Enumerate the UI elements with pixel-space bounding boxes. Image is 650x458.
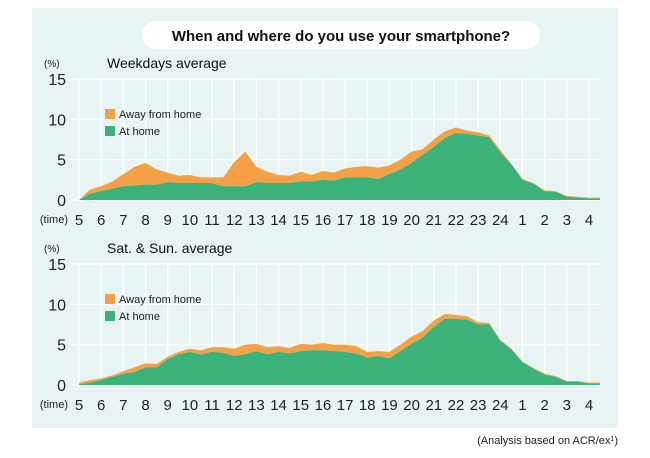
legend-label-away: Away from home: [119, 294, 201, 306]
y-axis-unit: (%): [44, 244, 60, 255]
x-tick-label: 14: [270, 397, 287, 414]
legend-swatch-away: [105, 109, 115, 119]
y-tick-label: 5: [57, 153, 66, 170]
x-tick-label: 10: [182, 397, 199, 414]
x-tick-label: 6: [97, 397, 105, 414]
y-tick-label: 10: [48, 297, 66, 314]
x-tick-label: 11: [204, 397, 220, 414]
x-tick-label: 12: [226, 212, 243, 229]
x-tick-label: 24: [492, 397, 509, 414]
area-at-home: [79, 318, 601, 385]
x-tick-label: 18: [359, 212, 376, 229]
area-away-from-home: [79, 127, 601, 200]
x-tick-label: 6: [97, 212, 105, 229]
x-tick-label: 7: [119, 397, 127, 414]
x-tick-label: 21: [425, 397, 442, 414]
x-tick-label: 9: [164, 212, 172, 229]
x-tick-label: 12: [226, 397, 243, 414]
x-tick-label: 19: [381, 397, 398, 414]
x-tick-label: 13: [248, 397, 265, 414]
x-tick-label: 8: [141, 397, 149, 414]
subchart-title: Sat. & Sun. average: [107, 240, 233, 256]
x-tick-label: 18: [359, 397, 376, 414]
y-tick-label: 15: [48, 257, 66, 274]
y-tick-label: 0: [57, 193, 66, 210]
legend-label-home: At home: [119, 126, 160, 138]
x-tick-label: 22: [448, 397, 465, 414]
x-tick-label: 13: [248, 212, 265, 229]
chart-title: When and where do you use your smartphon…: [172, 28, 510, 45]
y-axis-unit: (%): [44, 59, 60, 70]
x-tick-label: 4: [585, 212, 593, 229]
footnote: (Analysis based on ACR/ex1): [477, 435, 618, 447]
x-tick-label: 5: [75, 212, 83, 229]
x-tick-label: 5: [75, 397, 83, 414]
area-at-home: [79, 133, 601, 200]
subchart-title: Weekdays average: [107, 55, 227, 71]
y-tick-label: 5: [57, 338, 66, 355]
x-tick-label: 3: [563, 397, 571, 414]
legend-swatch-home: [105, 311, 115, 321]
legend-label-away: Away from home: [119, 109, 201, 121]
x-tick-label: 24: [492, 212, 509, 229]
x-tick-label: 3: [563, 212, 571, 229]
x-tick-label: 2: [540, 212, 548, 229]
x-tick-label: 10: [182, 212, 199, 229]
x-tick-label: 23: [470, 212, 487, 229]
x-tick-label: 4: [585, 397, 593, 414]
y-tick-label: 0: [57, 378, 66, 395]
title-pill: [142, 21, 540, 49]
x-tick-label: 23: [470, 397, 487, 414]
x-tick-label: 16: [315, 212, 332, 229]
x-tick-label: 17: [337, 212, 354, 229]
x-tick-label: 1: [518, 397, 526, 414]
legend-label-home: At home: [119, 311, 160, 323]
x-tick-label: 20: [403, 397, 420, 414]
x-axis-label: (time): [40, 399, 68, 411]
legend-swatch-home: [105, 126, 115, 136]
area-away-from-home: [79, 314, 601, 385]
x-tick-label: 14: [270, 212, 287, 229]
x-tick-label: 21: [425, 212, 442, 229]
x-tick-label: 8: [141, 212, 149, 229]
x-tick-label: 15: [292, 397, 309, 414]
x-tick-label: 11: [204, 212, 220, 229]
x-tick-label: 15: [292, 212, 309, 229]
x-tick-label: 9: [164, 397, 172, 414]
y-tick-label: 15: [48, 72, 66, 89]
x-tick-label: 22: [448, 212, 465, 229]
legend-swatch-away: [105, 294, 115, 304]
x-axis-label: (time): [40, 214, 68, 226]
x-tick-label: 2: [540, 397, 548, 414]
x-tick-label: 16: [315, 397, 332, 414]
y-tick-label: 10: [48, 112, 66, 129]
x-tick-label: 7: [119, 212, 127, 229]
x-tick-label: 19: [381, 212, 398, 229]
x-tick-label: 1: [518, 212, 526, 229]
x-tick-label: 17: [337, 397, 354, 414]
x-tick-label: 20: [403, 212, 420, 229]
